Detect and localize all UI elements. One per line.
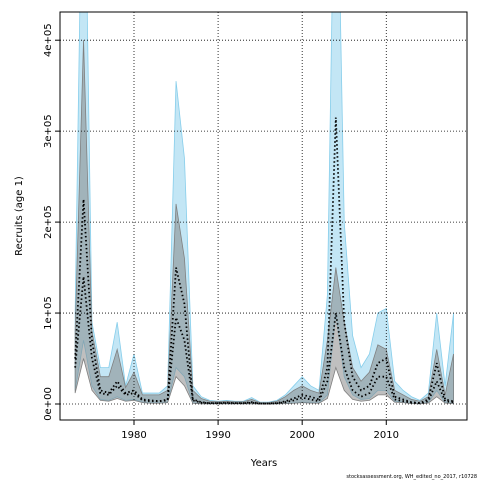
median-line (74, 117, 454, 405)
x-axis-label: Years (250, 458, 277, 469)
y-tick-label: 2e+05 (43, 205, 54, 239)
y-tick-label: 3e+05 (43, 114, 54, 148)
x-tick-label: 2000 (289, 430, 314, 441)
plot-frame (59, 11, 468, 421)
x-tick-label: 2010 (374, 430, 399, 441)
y-tick-label: 1e+05 (43, 296, 54, 330)
y-tick-label: 4e+05 (43, 23, 54, 57)
confidence-band (74, 12, 454, 405)
y-axis-label: Recruits (age 1) (14, 176, 25, 256)
plot-area (74, 12, 454, 405)
footnote: stocksassessment.org, WH_edited_no_2017,… (346, 474, 477, 480)
x-tick-label: 1990 (205, 430, 230, 441)
x-tick-label: 1980 (121, 430, 146, 441)
median-line (74, 276, 454, 405)
y-tick-label: 0e+00 (43, 387, 54, 421)
